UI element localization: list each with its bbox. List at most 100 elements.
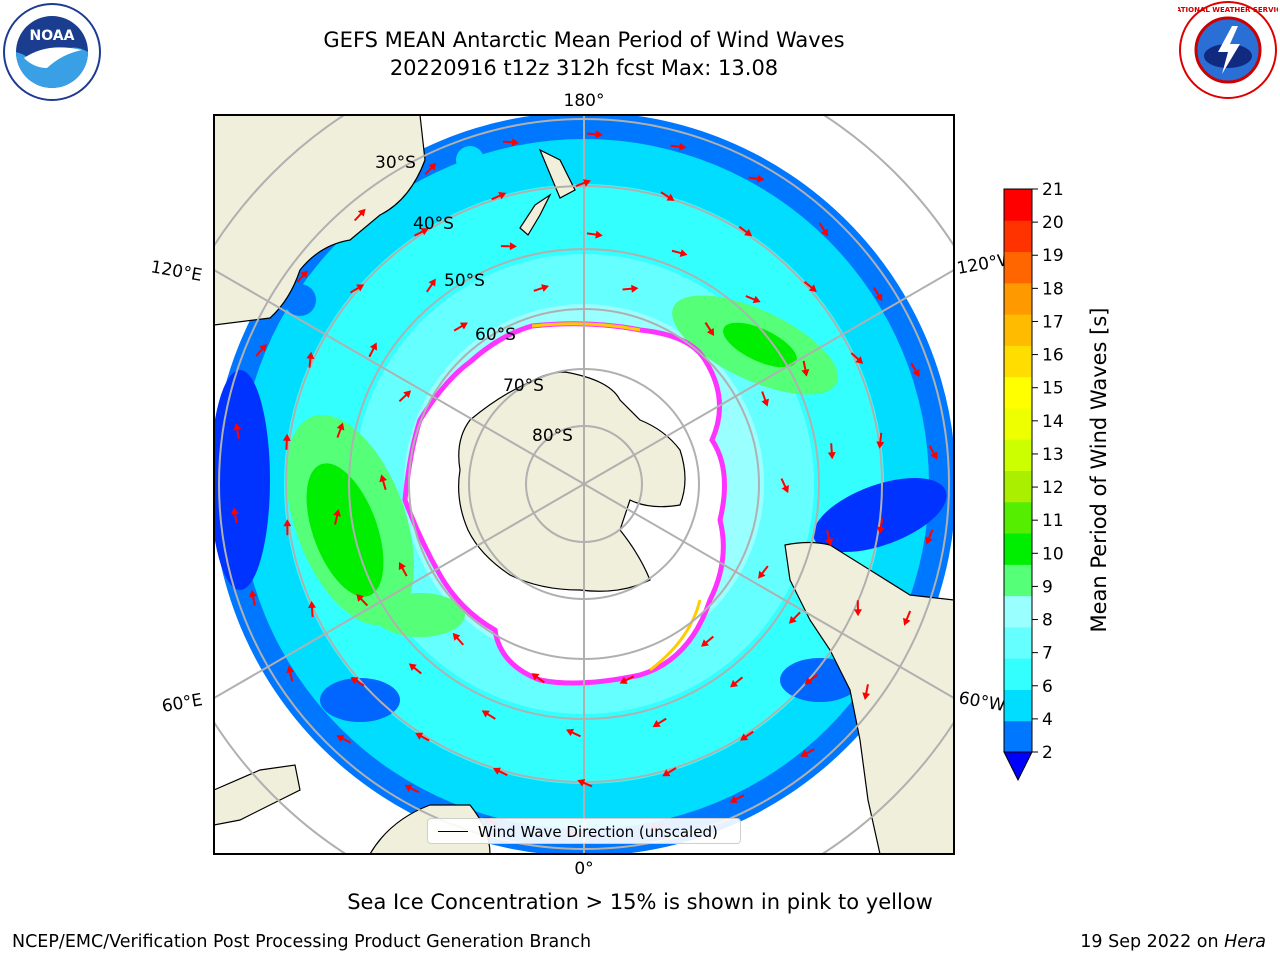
wind-wave-arrow [873,287,883,302]
wind-wave-arrow [350,677,365,687]
wind-wave-arrow [622,284,639,293]
wind-wave-arrow [804,674,818,685]
colorbar-tick-label: 21 [1042,180,1064,200]
wind-wave-arrow [404,784,420,794]
wind-wave-arrow [426,278,436,293]
wind-wave-arrow [413,228,429,237]
footer-date: 19 Sep 2022 on Hera [1080,932,1266,952]
wind-wave-arrow [491,192,507,201]
chart-title: GEFS MEAN Antarctic Mean Period of Wind … [323,28,845,52]
wind-wave-arrow [586,230,603,239]
colorbar-segment [1004,439,1032,471]
colorbar-segment [1004,689,1032,722]
wind-wave-arrow [876,518,885,535]
lon-label-60e: 60°E [160,690,204,717]
wind-wave-arrow [415,732,430,742]
footer-host: Hera [1224,932,1266,952]
colorbar-segment [1004,282,1032,315]
wind-wave-arrow [296,270,308,283]
noaa-logo-text: NOAA [30,28,75,44]
wind-wave-arrow [283,519,292,536]
colorbar-tick-label: 14 [1042,412,1064,432]
colorbar-tick-label: 4 [1042,710,1053,730]
colorbar-tick-label: 16 [1042,346,1064,366]
wind-wave-arrow [398,562,408,577]
wind-wave-arrow [729,794,745,803]
nws-logo-text: NATIONAL WEATHER SERVICE [1178,6,1278,14]
wind-wave-arrow [249,589,257,606]
colorbar-segment [1004,564,1032,597]
colorbar-tick-label: 8 [1042,611,1053,631]
lon-label-60w: 60°W [957,688,1007,716]
wind-wave-arrow [780,478,789,494]
colorbar-tick-label: 20 [1042,213,1064,233]
wind-wave-arrow [379,474,388,491]
colorbar-tick-label: 15 [1042,379,1064,399]
footer-credit: NCEP/EMC/Verification Post Processing Pr… [12,932,592,952]
wind-wave-arrow [533,284,550,292]
wind-wave-arrow [660,191,675,201]
graticule [214,115,954,854]
wind-wave-arrows [231,130,938,838]
colorbar-tick-label: 10 [1042,544,1064,564]
wind-wave-arrow [349,284,365,294]
noaa-logo: NOAA [3,3,101,101]
colorbar: 2 4 6 7 8 9 10 11 12 13 14 15 16 17 18 19 20 21 [1003,180,1064,782]
antarctica-land [458,371,686,592]
footer-date-text: 19 Sep 2022 on [1080,932,1225,952]
wind-wave-arrow [862,684,871,701]
wind-wave-arrow [492,767,508,777]
wind-wave-arrow [353,208,366,222]
wind-wave-arrow [231,507,239,524]
nws-logo: NATIONAL WEATHER SERVICE [1178,1,1278,99]
wind-wave-arrow [704,321,715,337]
wind-wave-arrow [481,710,496,720]
wind-wave-arrow [306,351,315,368]
colorbar-tick-label: 11 [1042,511,1064,531]
colorbar-segment [1004,314,1032,346]
colorbar-tick-label: 9 [1042,577,1053,597]
colorbar-extend-arrow [1003,751,1033,782]
wind-wave-arrow [825,530,834,546]
map-legend: Wind Wave Direction (unscaled) [427,818,741,844]
lat-label-70s: 70°S [503,376,544,396]
colorbar-segment [1004,470,1032,503]
wind-wave-arrow [333,508,341,525]
wind-wave-arrow [910,362,920,378]
wind-wave-arrow [308,600,316,617]
wind-wave-arrow [738,225,753,237]
legend-line-sample [438,831,468,832]
wind-wave-arrow [748,174,765,183]
colorbar-segment [1004,407,1032,440]
wind-wave-arrow [452,632,465,646]
colorbar-tick-label: 17 [1042,312,1064,332]
wind-wave-arrow [233,422,242,439]
colorbar-tick-label: 18 [1042,279,1064,299]
wind-wave-arrow [368,342,378,358]
wind-wave-arrow [282,433,291,450]
colorbar-tick-label: 13 [1042,445,1064,465]
wind-wave-arrow [928,445,938,460]
colorbar-label: Mean Period of Wind Waves [s] [1087,308,1111,633]
wind-wave-arrow [758,565,769,579]
wind-wave-arrow [500,242,517,251]
lon-label-0: 0° [574,859,593,879]
caption: Sea Ice Concentration > 15% is shown in … [347,890,933,914]
colorbar-segment [1004,345,1032,378]
wind-wave-arrow [925,529,934,545]
wind-wave-arrow [286,665,295,682]
wind-wave-arrow [850,352,864,364]
wind-wave-arrow [408,663,422,675]
wind-wave-arrow [671,249,688,257]
wind-wave-arrow [453,322,468,332]
wind-wave-arrow [577,779,593,788]
colorbar-tick-label: 7 [1042,644,1053,664]
lat-label-80s: 80°S [532,426,573,446]
wind-wave-arrow [670,142,687,151]
wind-wave-arrow [575,179,591,188]
wind-wave-arrow [531,673,545,684]
wind-wave-arrow [801,360,810,377]
wind-wave-arrow [876,432,885,449]
wind-wave-arrow [761,391,769,407]
